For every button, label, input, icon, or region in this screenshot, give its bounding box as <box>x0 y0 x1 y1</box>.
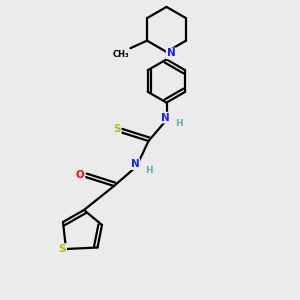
Text: H: H <box>145 166 153 175</box>
Text: H: H <box>175 119 183 128</box>
Text: N: N <box>160 112 169 123</box>
Text: O: O <box>76 170 85 181</box>
Text: CH₃: CH₃ <box>112 50 129 59</box>
Text: N: N <box>130 159 140 169</box>
Text: S: S <box>113 124 121 134</box>
Text: S: S <box>59 244 66 254</box>
Text: N: N <box>167 48 176 59</box>
